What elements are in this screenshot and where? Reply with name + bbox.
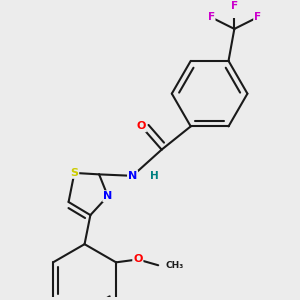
Text: H: H — [150, 171, 159, 181]
Text: F: F — [208, 12, 214, 22]
Text: N: N — [128, 171, 137, 181]
Text: O: O — [136, 122, 146, 131]
Text: F: F — [254, 12, 261, 22]
Text: S: S — [70, 168, 78, 178]
Text: N: N — [103, 191, 112, 201]
Text: F: F — [231, 1, 238, 10]
Text: O: O — [133, 254, 142, 264]
Text: CH₃: CH₃ — [166, 261, 184, 270]
